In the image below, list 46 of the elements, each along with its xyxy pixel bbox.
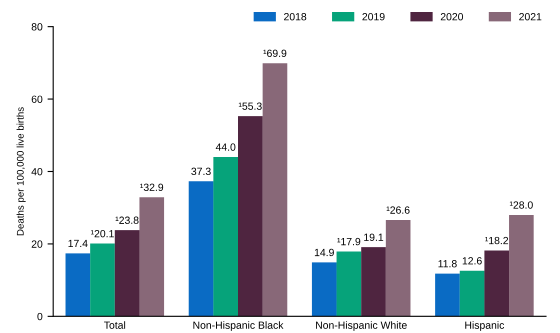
bar <box>509 214 534 316</box>
bar <box>66 253 90 316</box>
bar <box>139 197 164 316</box>
bar <box>312 262 337 316</box>
bar <box>435 274 460 316</box>
x-tick-label: Hispanic <box>465 321 504 331</box>
y-axis-title: Deaths per 100,000 live births <box>16 107 26 236</box>
data-label: ¹26.6 <box>386 206 410 214</box>
data-label: ¹17.9 <box>337 238 360 246</box>
y-tick-label: 40 <box>31 168 42 176</box>
y-tick-label: 20 <box>32 240 42 248</box>
data-label: 17.4 <box>68 240 88 248</box>
bar <box>114 230 140 316</box>
data-label: ¹55.3 <box>238 102 262 110</box>
bar <box>90 244 115 316</box>
data-label: ¹32.9 <box>140 184 164 191</box>
bar <box>386 220 410 316</box>
data-label: 19.1 <box>364 234 384 241</box>
data-label: ¹23.8 <box>116 216 139 224</box>
data-label: 37.3 <box>191 168 211 176</box>
data-label: 11.8 <box>438 260 457 268</box>
data-label: 12.6 <box>462 257 482 264</box>
data-label: ¹28.0 <box>510 201 533 209</box>
data-label: ¹69.9 <box>263 50 286 57</box>
x-tick-label: Total <box>104 321 126 329</box>
bar <box>188 181 214 316</box>
legend-label: 2020 <box>440 13 464 20</box>
bar <box>213 157 238 316</box>
bar <box>484 250 510 316</box>
legend-label: 2021 <box>519 13 542 20</box>
bar <box>361 247 386 316</box>
x-tick-label: Non-Hispanic White <box>316 321 407 331</box>
data-label: ¹20.1 <box>91 230 114 238</box>
legend-label: 2019 <box>362 13 385 20</box>
x-tick-label: Non-Hispanic Black <box>193 321 284 331</box>
y-tick-label: 0 <box>37 312 42 320</box>
bar <box>262 63 288 316</box>
bar <box>460 270 484 316</box>
legend-label: 2018 <box>284 13 306 20</box>
data-label: ¹18.2 <box>485 236 508 244</box>
data-label: 14.9 <box>314 248 334 256</box>
y-tick-label: 60 <box>32 96 42 103</box>
data-label: 44.0 <box>216 143 236 151</box>
bar <box>336 252 362 316</box>
y-tick-label: 80 <box>32 23 42 31</box>
bar <box>238 116 263 316</box>
